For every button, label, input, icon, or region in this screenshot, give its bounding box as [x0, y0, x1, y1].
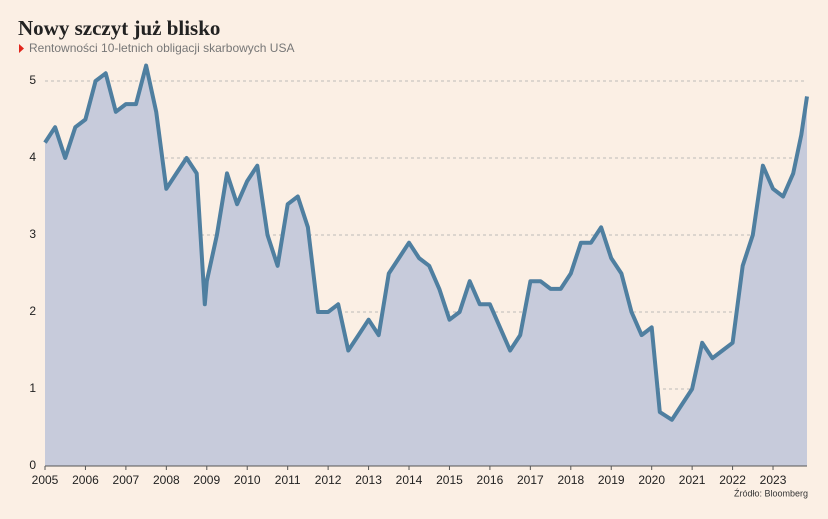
x-tick-label: 2016 [477, 473, 504, 487]
x-tick-label: 2013 [355, 473, 382, 487]
y-tick-label: 4 [29, 150, 36, 164]
x-tick-label: 2005 [32, 473, 59, 487]
source: Źródło: Bloomberg [734, 488, 808, 498]
line [43, 63, 809, 422]
x-tick-label: 2015 [436, 473, 463, 487]
y-tick-label: 3 [29, 227, 36, 241]
x-tick-label: 2023 [760, 473, 787, 487]
x-tick-label: 2009 [193, 473, 220, 487]
x-tick-label: 2010 [234, 473, 261, 487]
x-tick-label: 2019 [598, 473, 625, 487]
chart-title: Nowy szczyt już blisko [18, 16, 220, 40]
x-tick-label: 2011 [275, 473, 301, 487]
x-tick-label: 2006 [72, 473, 99, 487]
x-tick-label: 2012 [315, 473, 342, 487]
y-tick-label: 2 [29, 304, 36, 318]
x-tick-label: 2020 [638, 473, 665, 487]
subtitle-marker [19, 44, 24, 53]
y-tick-label: 1 [29, 381, 36, 395]
x-tick-label: 2008 [153, 473, 180, 487]
x-tick-label: 2017 [517, 473, 544, 487]
x-tick-label: 2021 [679, 473, 706, 487]
x-tick-label: 2014 [396, 473, 423, 487]
y-tick-label: 5 [29, 73, 36, 87]
y-tick-label: 0 [29, 458, 36, 472]
x-tick-label: 2018 [557, 473, 584, 487]
x-tick-label: 2007 [113, 473, 140, 487]
x-tick-label: 2022 [719, 473, 746, 487]
chart-subtitle: Rentowności 10-letnich obligacji skarbow… [29, 41, 294, 55]
